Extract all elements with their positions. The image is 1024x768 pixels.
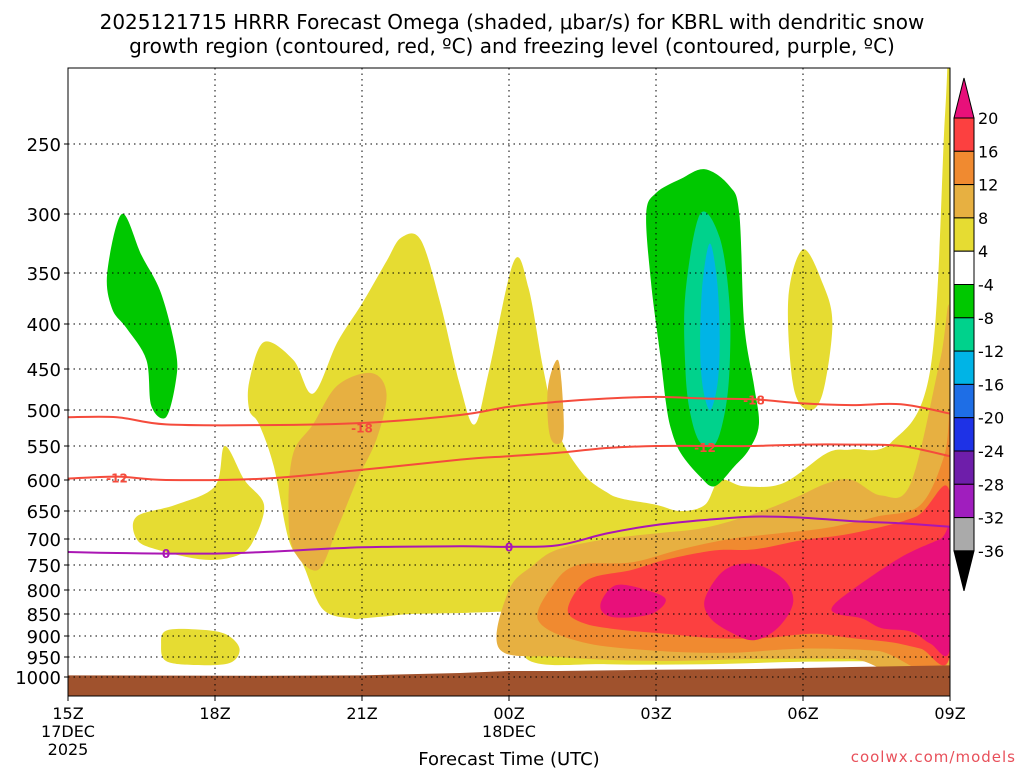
colorbar-label--12: -12 bbox=[978, 342, 1004, 361]
region--8-12 bbox=[106, 213, 178, 419]
contour-labels: -18 -18 -12 -12 0 0 bbox=[106, 394, 765, 561]
y-axis: 2503003504004505005506006507007508008509… bbox=[15, 135, 68, 689]
colorbar-label-4: 4 bbox=[978, 242, 988, 261]
colorbar-label--32: -32 bbox=[978, 509, 1004, 528]
colorbar-bottom-arrow bbox=[953, 550, 975, 592]
y-tick-label-600: 600 bbox=[27, 471, 61, 492]
y-tick-label-300: 300 bbox=[27, 205, 61, 226]
colorbar-top-arrow bbox=[953, 77, 975, 119]
colorbar-swatch-11 bbox=[953, 483, 975, 519]
colorbar-swatch-6 bbox=[953, 317, 975, 352]
credit-text: coolwx.com/models bbox=[851, 748, 1016, 766]
colorbar: 20 16 12 8 4 -4 -8 -12 -16 -20 -24 -28 -32 -36 bbox=[953, 77, 1004, 592]
contour-lines bbox=[68, 395, 950, 555]
region-4-2 bbox=[161, 628, 240, 666]
contour-label-0-1: 0 bbox=[505, 540, 513, 554]
colorbar-swatch-0 bbox=[953, 117, 975, 152]
colorbar-label--8: -8 bbox=[978, 309, 994, 328]
region-20-9 bbox=[600, 584, 666, 618]
x-tick-sublabel-15Z: 17DEC bbox=[41, 722, 95, 741]
colorbar-label--24: -24 bbox=[978, 442, 1004, 461]
colorbar-swatch-1 bbox=[953, 150, 975, 186]
y-tick-label-850: 850 bbox=[27, 605, 61, 626]
contour-label--12-0: -12 bbox=[106, 471, 128, 485]
colorbar-swatch-5 bbox=[953, 284, 975, 319]
x-tick-label-03Z: 03Z bbox=[640, 704, 671, 723]
contour-line--12 bbox=[68, 443, 950, 482]
y-tick-label-800: 800 bbox=[27, 581, 61, 602]
x-tick-label-15Z: 15Z bbox=[52, 704, 83, 723]
y-tick-label-750: 750 bbox=[27, 556, 61, 577]
x-tick-label-18Z: 18Z bbox=[199, 704, 230, 723]
y-tick-label-950: 950 bbox=[27, 648, 61, 669]
colorbar-label-16: 16 bbox=[978, 142, 998, 161]
colorbar-swatch-2 bbox=[953, 184, 975, 219]
y-tick-label-250: 250 bbox=[27, 135, 61, 156]
shaded-regions bbox=[68, 68, 950, 696]
region--16-15 bbox=[700, 243, 720, 410]
y-tick-label-500: 500 bbox=[27, 401, 61, 422]
region-20-10 bbox=[704, 563, 794, 641]
x-tick-label-09Z: 09Z bbox=[934, 704, 965, 723]
colorbar-label--16: -16 bbox=[978, 375, 1004, 394]
contour-line-0 bbox=[68, 515, 950, 555]
colorbar-swatch-8 bbox=[953, 383, 975, 419]
region-4-0 bbox=[132, 445, 265, 560]
y-tick-label-350: 350 bbox=[27, 264, 61, 285]
y-tick-label-900: 900 bbox=[27, 627, 61, 648]
colorbar-label-8: 8 bbox=[978, 209, 988, 228]
y-tick-label-450: 450 bbox=[27, 360, 61, 381]
colorbar-swatch-7 bbox=[953, 350, 975, 385]
colorbar-label-12: 12 bbox=[978, 176, 998, 195]
contour-label--18-0: -18 bbox=[351, 422, 373, 436]
colorbar-swatch-9 bbox=[953, 417, 975, 452]
chart-title-line1: 2025121715 HRRR Forecast Omega (shaded, … bbox=[100, 10, 925, 34]
colorbar-swatch-10 bbox=[953, 450, 975, 485]
colorbar-swatch-3 bbox=[953, 217, 975, 252]
y-tick-label-650: 650 bbox=[27, 502, 61, 523]
x-tick-label-06Z: 06Z bbox=[787, 704, 818, 723]
chart-title-line2: growth region (contoured, red, ºC) and f… bbox=[129, 34, 895, 58]
gridlines bbox=[67, 68, 951, 696]
colorbar-label--36: -36 bbox=[978, 542, 1004, 561]
colorbar-swatch-12 bbox=[953, 517, 975, 552]
y-tick-label-400: 400 bbox=[27, 315, 61, 336]
region-4-3 bbox=[787, 249, 833, 411]
x-tick-sublabel-00Z: 18DEC bbox=[482, 722, 536, 741]
contour-line--18 bbox=[68, 395, 950, 427]
contour-label--12-1: -12 bbox=[694, 441, 716, 455]
contour-label-0-0: 0 bbox=[162, 547, 170, 561]
plot-area: -18 -18 -12 -12 0 0 bbox=[67, 67, 951, 697]
colorbar-label--28: -28 bbox=[978, 475, 1004, 494]
x-tick-label-21Z: 21Z bbox=[346, 704, 377, 723]
y-tick-label-1000: 1000 bbox=[15, 668, 61, 689]
x-axis-label: Forecast Time (UTC) bbox=[418, 749, 599, 768]
y-tick-label-550: 550 bbox=[27, 437, 61, 458]
region-20-11 bbox=[831, 525, 950, 656]
colorbar-label-20: 20 bbox=[978, 109, 998, 128]
x-tick-year-15Z: 2025 bbox=[48, 740, 89, 759]
region-terrain-16 bbox=[68, 665, 950, 696]
colorbar-label--4: -4 bbox=[978, 276, 994, 295]
colorbar-swatch-4 bbox=[953, 250, 975, 285]
colorbar-label--20: -20 bbox=[978, 409, 1004, 428]
x-tick-label-00Z: 00Z bbox=[493, 704, 524, 723]
contour-label--18-1: -18 bbox=[743, 394, 765, 408]
y-tick-label-700: 700 bbox=[27, 530, 61, 551]
